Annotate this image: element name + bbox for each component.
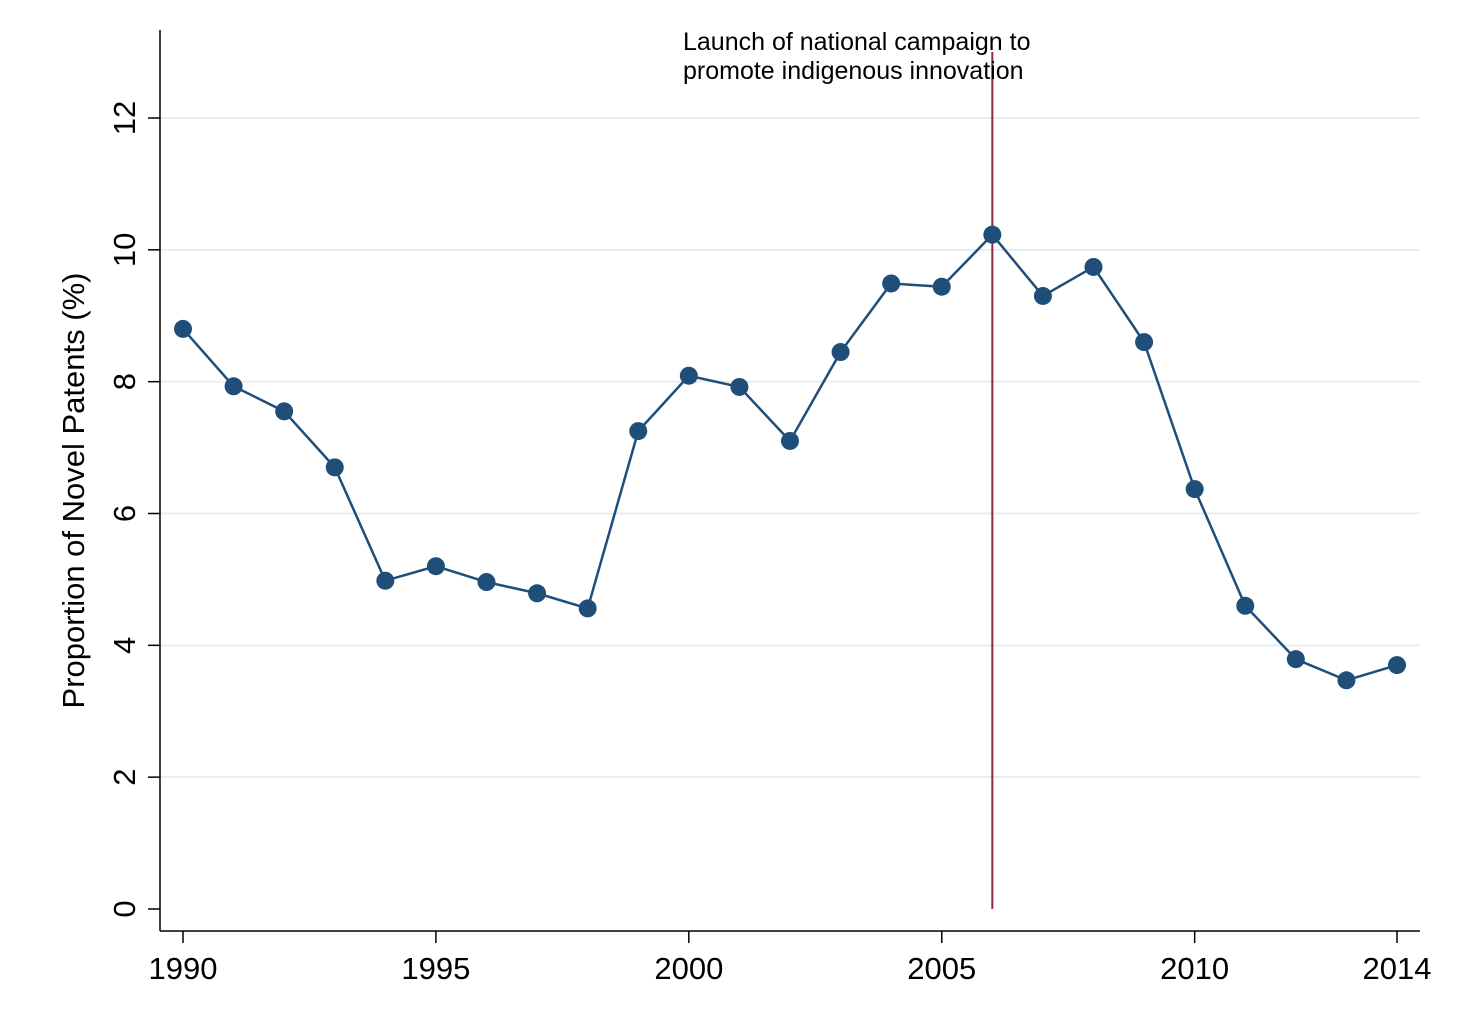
x-tick-label: 2005: [907, 951, 976, 986]
data-point: [629, 422, 648, 441]
data-point: [174, 319, 192, 338]
data-point: [477, 573, 496, 592]
data-point: [679, 366, 698, 385]
data-point: [730, 377, 749, 396]
data-point: [781, 431, 799, 450]
y-tick-label: 0: [107, 900, 142, 917]
y-tick-label: 12: [107, 101, 142, 135]
y-tick-label: 8: [107, 373, 142, 390]
y-tick-label: 6: [107, 505, 142, 522]
data-point: [325, 458, 344, 477]
data-point: [1388, 656, 1406, 675]
data-point: [882, 274, 901, 293]
y-tick-label: 4: [107, 637, 142, 654]
x-tick-label: 1995: [401, 951, 470, 986]
data-point: [1084, 257, 1103, 276]
x-tick-label: 2014: [1363, 951, 1432, 986]
x-tick-label: 1990: [149, 951, 218, 986]
data-point: [224, 377, 243, 396]
data-point: [376, 571, 395, 590]
series-line: [182, 233, 1398, 682]
data-point: [275, 402, 294, 421]
data-point: [1286, 650, 1305, 669]
data-point: [983, 225, 1002, 244]
y-axis-title: Proportion of Novel Patents (%): [56, 273, 91, 709]
annotation-text-line: promote indigenous innovation: [683, 57, 1024, 85]
series-group: [174, 225, 1406, 690]
x-tick-label: 2000: [654, 951, 723, 986]
gridlines: [160, 117, 1420, 779]
y-tick-label: 10: [107, 233, 142, 267]
data-point: [932, 277, 951, 296]
annotation-text-line: Launch of national campaign to: [683, 28, 1030, 56]
data-point: [1185, 480, 1204, 499]
data-point: [1236, 596, 1255, 615]
data-point: [1135, 333, 1154, 352]
data-point: [528, 584, 547, 603]
data-point: [1033, 286, 1052, 305]
y-tick-label: 2: [107, 769, 142, 786]
data-point: [426, 557, 445, 576]
x-tick-label: 2010: [1160, 951, 1229, 986]
axes: 0 2 4 6 8 10 12 1990 1995 2000 2005 2010 2014: [107, 30, 1431, 986]
data-point: [831, 343, 850, 362]
data-point: [578, 599, 597, 618]
data-point: [1337, 671, 1356, 690]
